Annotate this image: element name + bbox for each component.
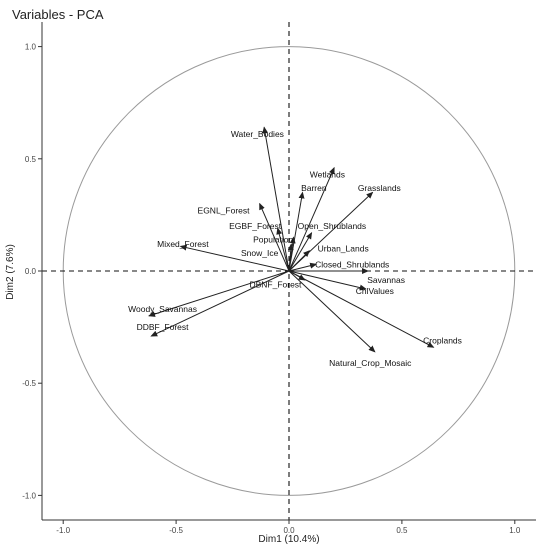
label-closed-shrublands: Closed_Shrublands bbox=[315, 259, 389, 269]
arrow-grasslands bbox=[288, 191, 374, 272]
label-croplands: Croplands bbox=[423, 336, 462, 346]
arrow-snow-ice bbox=[287, 243, 294, 272]
x-tick-label: -1.0 bbox=[56, 526, 70, 535]
arrow-croplands bbox=[288, 270, 435, 348]
label-wetlands: Wetlands bbox=[310, 170, 345, 180]
label-ddbf-forest: DDBF_Forest bbox=[137, 322, 190, 332]
y-tick-label: 0.5 bbox=[25, 155, 37, 164]
arrow-egbf-forest bbox=[276, 227, 290, 272]
label-savannas: Savannas bbox=[367, 275, 405, 285]
x-tick-label: 0.0 bbox=[283, 526, 295, 535]
label-egbf-forest: EGBF_Forest bbox=[229, 221, 282, 231]
label-barren: Barren bbox=[301, 183, 327, 193]
label-urban-lands: Urban_Lands bbox=[318, 244, 369, 254]
arrow-urban-lands bbox=[288, 250, 311, 272]
label-grasslands: Grasslands bbox=[358, 183, 401, 193]
label-population: Population bbox=[253, 235, 293, 245]
label-open-shrublands: Open_Shrublands bbox=[298, 221, 367, 231]
x-tick-label: 0.5 bbox=[396, 526, 408, 535]
label-chlvalues: ChlValues bbox=[356, 286, 394, 296]
y-axis-title: Dim2 (7.6%) bbox=[5, 244, 16, 300]
y-tick-label: -0.5 bbox=[22, 379, 36, 388]
label-mixed-forest: Mixed_Forest bbox=[157, 239, 209, 249]
label-water-bodies: Water_Bodies bbox=[231, 129, 284, 139]
label-egnl-forest: EGNL_Forest bbox=[198, 205, 251, 215]
x-tick-label: -0.5 bbox=[169, 526, 183, 535]
label-dbnf-forest: DBNF_Forest bbox=[249, 279, 302, 289]
plot-area: Water_Bodies Wetlands Barren Grasslands EGNL… bbox=[42, 22, 536, 520]
arrow-mixed-forest bbox=[179, 244, 290, 272]
label-snow-ice: Snow_Ice bbox=[241, 248, 279, 258]
y-tick-label: -1.0 bbox=[22, 491, 36, 500]
arrow-wetlands bbox=[288, 166, 335, 272]
arrow-natural-crop-mosaic bbox=[288, 270, 376, 353]
x-tick-label: 1.0 bbox=[509, 526, 521, 535]
arrow-closed-shrublands bbox=[288, 262, 318, 272]
arrow-egnl-forest bbox=[259, 202, 290, 272]
label-natural-crop-mosaic: Natural_Crop_Mosaic bbox=[329, 358, 412, 368]
arrow-water-bodies bbox=[262, 126, 290, 272]
chart-title: Variables - PCA bbox=[12, 7, 104, 22]
y-tick-label: 0.0 bbox=[25, 267, 37, 276]
arrow-ddbf-forest bbox=[150, 270, 290, 337]
y-tick-label: 1.0 bbox=[25, 43, 37, 52]
arrow-open-shrublands bbox=[288, 231, 313, 272]
x-axis-title: Dim1 (10.4%) bbox=[258, 534, 319, 545]
y-axis: -1.0 -0.5 0.0 0.5 1.0 bbox=[22, 22, 43, 520]
arrow-chlvalues bbox=[288, 270, 367, 291]
arrow-woody-savannas bbox=[148, 270, 290, 317]
x-axis: -1.0 -0.5 0.0 0.5 1.0 bbox=[42, 519, 536, 535]
label-woody-savannas: Woody_Savannas bbox=[128, 304, 197, 314]
